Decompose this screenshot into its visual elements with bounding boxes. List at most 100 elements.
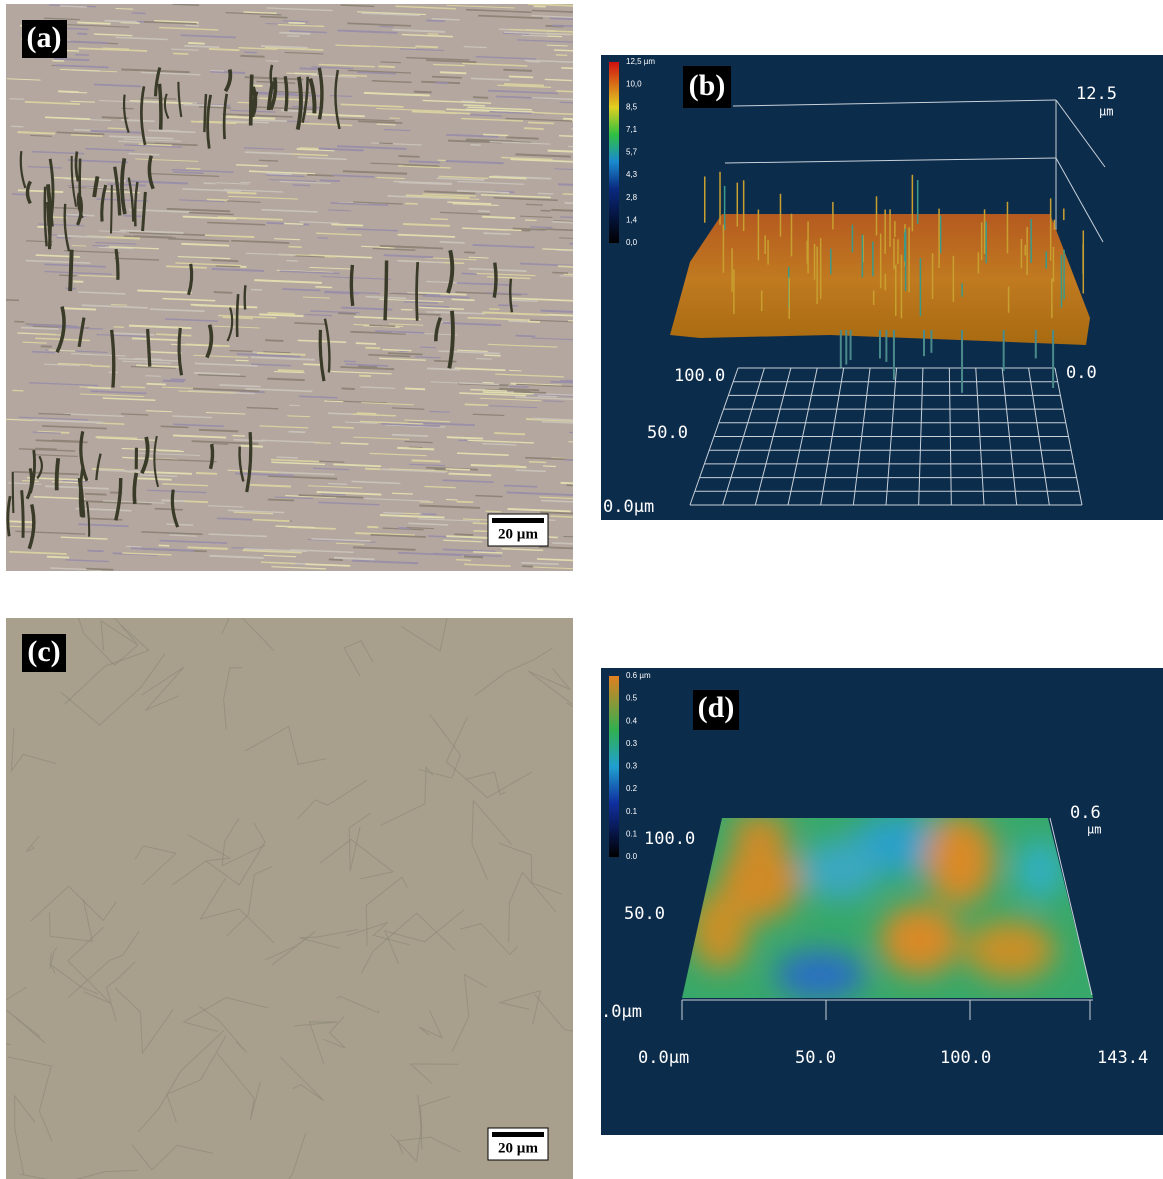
streak [563, 119, 589, 120]
streak [527, 62, 541, 63]
streak [293, 185, 310, 186]
streak [328, 484, 347, 485]
streak [12, 194, 27, 195]
crack [204, 94, 206, 132]
streak [289, 432, 306, 433]
streak [379, 26, 394, 27]
colorbar-label: 0.4 [626, 716, 638, 725]
scale-text: 20 µm [498, 526, 538, 542]
streak [320, 180, 340, 181]
crack [417, 262, 418, 321]
streak [332, 427, 354, 428]
streak [266, 61, 279, 62]
streak [435, 470, 449, 471]
streak [314, 443, 331, 444]
streak [476, 359, 492, 360]
streak [465, 404, 489, 405]
streak [421, 514, 436, 515]
streak [331, 224, 363, 225]
streak [288, 23, 305, 24]
streak [155, 509, 183, 510]
streak [171, 379, 186, 380]
streak [299, 68, 317, 69]
streak [212, 444, 228, 445]
streak [9, 99, 23, 100]
streak [552, 543, 583, 544]
streak [210, 70, 224, 71]
surface [680, 815, 1095, 1000]
streak [409, 161, 440, 162]
streak [565, 460, 582, 461]
streak [509, 76, 533, 77]
streak [392, 493, 413, 494]
streak [429, 411, 449, 412]
streak [486, 511, 501, 512]
streak [529, 462, 546, 463]
streak [145, 376, 161, 377]
z-unit: µm [1087, 823, 1101, 837]
colorbar-label: 0.1 [626, 807, 638, 816]
colorbar [609, 62, 619, 243]
streak [47, 557, 69, 558]
streak [432, 77, 462, 78]
streak [303, 364, 320, 365]
streak [59, 275, 76, 276]
streak [383, 513, 404, 514]
streak [552, 272, 568, 273]
streak [288, 247, 301, 248]
streak [259, 160, 278, 161]
x-label: 0.0 [1066, 363, 1097, 383]
streak [473, 97, 488, 98]
y-label: 50.0 [647, 423, 688, 443]
streak [538, 396, 557, 397]
panel-label: (d) [698, 691, 735, 724]
streak [537, 193, 553, 194]
y-label: 0.0µm [603, 497, 654, 517]
streak [358, 366, 377, 367]
streak [32, 352, 55, 353]
streak [266, 173, 291, 174]
streak [561, 483, 582, 484]
colorbar-label: 4,3 [626, 170, 638, 179]
streak [121, 387, 146, 388]
streak [558, 266, 585, 267]
streak [508, 321, 527, 322]
streak [440, 72, 466, 73]
streak [440, 242, 465, 243]
streak [88, 387, 111, 388]
z-max: 12.5 [1076, 84, 1117, 104]
streak [483, 233, 510, 234]
streak [399, 156, 420, 157]
colorbar-label: 0.2 [626, 784, 638, 793]
streak [111, 304, 127, 305]
streak [365, 348, 380, 349]
streak [342, 388, 355, 389]
streak [240, 56, 264, 57]
streak [207, 199, 229, 200]
streak [276, 457, 297, 458]
streak [209, 49, 240, 50]
streak [244, 52, 257, 53]
streak [506, 137, 538, 138]
crack [494, 263, 496, 298]
streak [563, 194, 583, 195]
colorbar-label: 12,5 µm [626, 57, 655, 66]
streak [210, 72, 245, 73]
streak [186, 168, 200, 169]
streak [188, 43, 205, 44]
streak [52, 440, 80, 441]
streak [365, 469, 381, 470]
streak [531, 227, 553, 228]
colorbar-label: 7,1 [626, 125, 638, 134]
streak [85, 494, 106, 495]
scale-bar [492, 1132, 544, 1137]
streak [211, 260, 238, 261]
colorbar [609, 676, 619, 857]
y-label: 100.0 [674, 366, 725, 386]
colorbar-label: 0.0 [626, 852, 638, 861]
streak [56, 238, 71, 239]
colorbar-label: 8,5 [626, 102, 638, 111]
x-label: 0.0µm [638, 1048, 689, 1068]
streak [379, 143, 393, 144]
streak [452, 299, 475, 300]
